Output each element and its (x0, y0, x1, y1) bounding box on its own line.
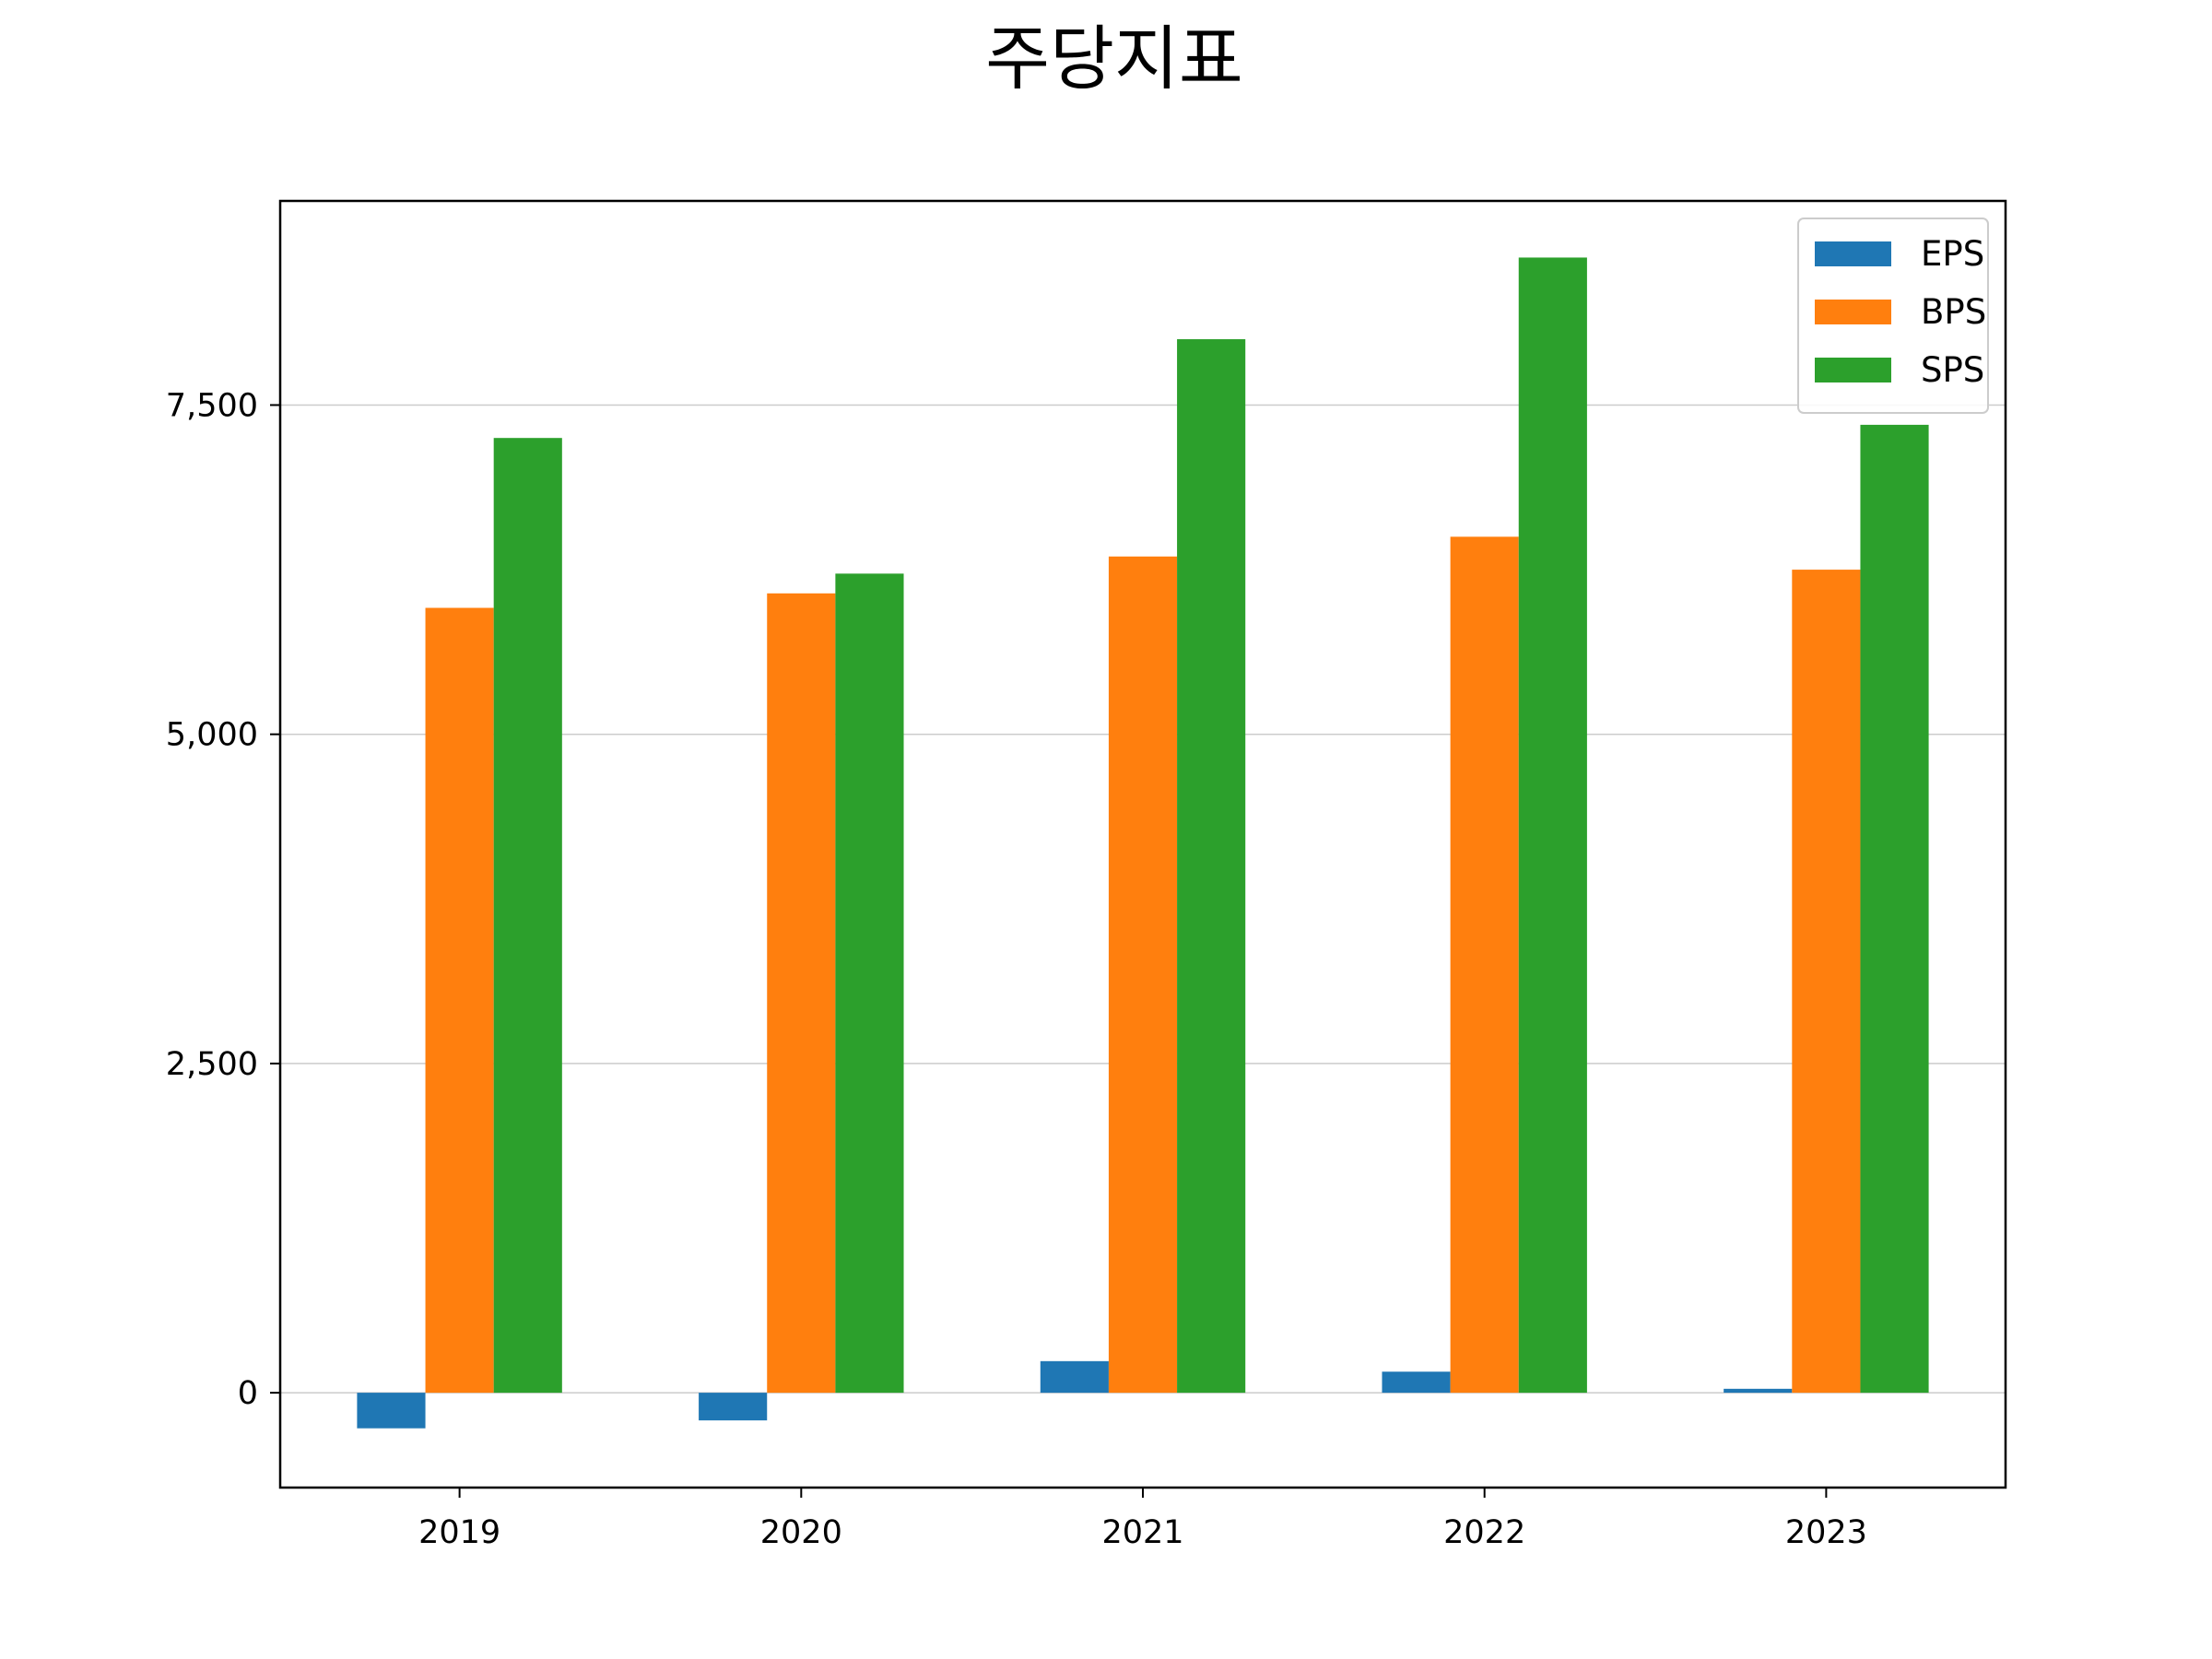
bar-sps-2022 (1518, 257, 1587, 1394)
bar-eps-2021 (1040, 1360, 1109, 1394)
bar-sps-2020 (835, 573, 904, 1394)
y-tick-label-1: 2,500 (166, 1046, 258, 1083)
bar-eps-2020 (699, 1393, 768, 1421)
legend-swatch-bps (1815, 300, 1891, 324)
bar-sps-2023 (1860, 424, 1929, 1394)
y-tick-label-3: 7,500 (166, 387, 258, 424)
bar-bps-2020 (767, 593, 836, 1394)
bar-bps-2022 (1450, 536, 1519, 1394)
bar-eps-2019 (357, 1393, 426, 1429)
x-tick-label-2023: 2023 (1785, 1514, 1867, 1551)
legend: EPS BPS SPS (1797, 218, 1989, 414)
bar-sps-2021 (1177, 339, 1246, 1394)
chart-title: 주당지표 (985, 18, 1243, 100)
axes: 0 2,500 5,000 7,500 2019 2020 2021 2022 2023 (166, 199, 2007, 1551)
bar-sps-2019 (493, 438, 562, 1394)
bar-bps-2019 (425, 607, 494, 1394)
y-tick-label-2: 5,000 (166, 717, 258, 754)
bar-eps-2023 (1724, 1388, 1793, 1394)
bar-bps-2021 (1108, 556, 1178, 1394)
bar-bps-2023 (1792, 570, 1861, 1394)
legend-label-bps: BPS (1921, 292, 1986, 332)
legend-label-sps: SPS (1921, 350, 1984, 390)
legend-swatch-eps (1815, 241, 1891, 266)
bar-eps-2022 (1382, 1371, 1451, 1394)
bars (357, 257, 1929, 1429)
x-tick-label-2021: 2021 (1101, 1514, 1183, 1551)
legend-swatch-sps (1815, 358, 1891, 382)
x-tick-label-2019: 2019 (418, 1514, 500, 1551)
y-tick-label-0: 0 (238, 1375, 258, 1412)
legend-label-eps: EPS (1921, 234, 1984, 274)
x-tick-label-2020: 2020 (760, 1514, 842, 1551)
x-tick-label-2022: 2022 (1443, 1514, 1525, 1551)
